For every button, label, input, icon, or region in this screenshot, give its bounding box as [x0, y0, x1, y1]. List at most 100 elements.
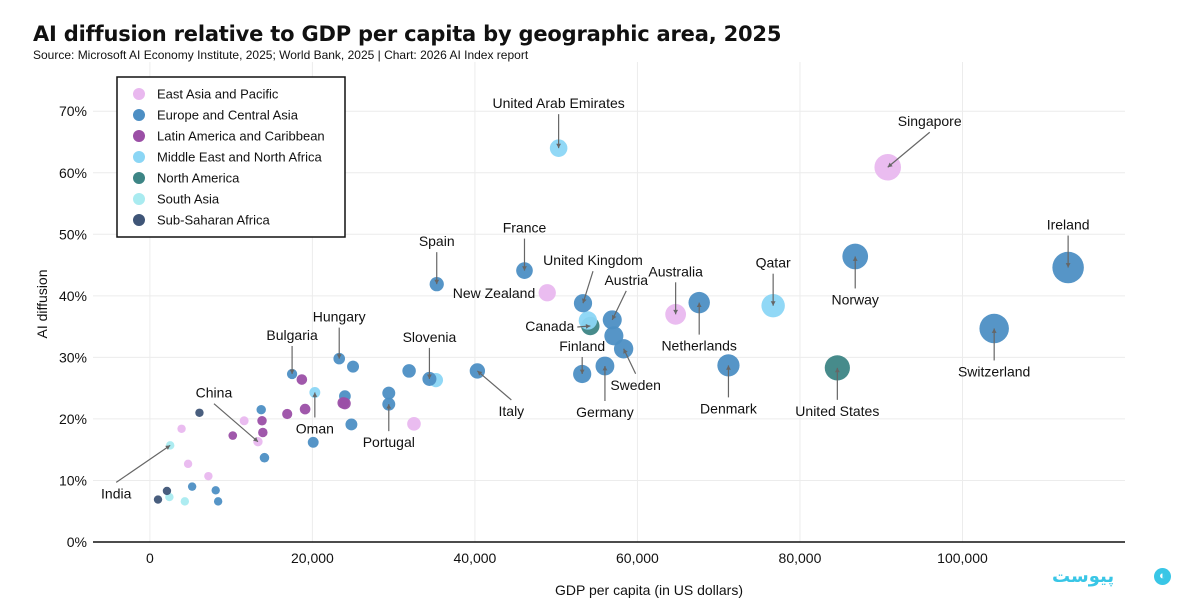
- x-tick-label: 0: [146, 550, 154, 566]
- annotation-arrowhead: [770, 301, 776, 306]
- annotation-arrowhead: [386, 404, 392, 409]
- annotation-arrowhead: [579, 369, 585, 374]
- annotation-leader-line: [623, 348, 637, 375]
- annotation-label: Qatar: [756, 255, 791, 271]
- data-point: [239, 416, 249, 426]
- annotation-label: Switzerland: [958, 363, 1030, 379]
- data-point: [257, 416, 267, 426]
- annotation-label: Italy: [499, 403, 525, 419]
- annotation-leader-line: [476, 370, 512, 401]
- y-tick-label: 20%: [59, 411, 87, 427]
- y-tick-label: 50%: [59, 226, 87, 242]
- annotation-label: Singapore: [898, 113, 962, 129]
- legend-label: Europe and Central Asia: [157, 108, 299, 123]
- data-point: [213, 497, 223, 506]
- legend-label: Sub-Saharan Africa: [157, 213, 271, 228]
- annotation-label: Slovenia: [403, 329, 457, 345]
- legend-swatch: [133, 214, 145, 226]
- data-point: [211, 486, 220, 495]
- watermark-logo: پیوست: [1052, 566, 1115, 587]
- annotation-label: China: [196, 385, 233, 401]
- annotation-arrowhead: [312, 392, 318, 397]
- legend-label: South Asia: [157, 192, 220, 207]
- data-point: [180, 497, 190, 506]
- data-point: [578, 311, 598, 330]
- data-point: [347, 360, 360, 373]
- watermark-icon: ◐: [1154, 568, 1171, 585]
- data-point: [195, 408, 204, 417]
- legend-label: North America: [157, 171, 240, 186]
- y-tick-label: 10%: [59, 472, 87, 488]
- legend-label: Latin America and Caribbean: [157, 129, 325, 144]
- annotation-arrowhead: [696, 302, 702, 308]
- data-point: [538, 284, 556, 302]
- annotation-leader-line: [887, 131, 931, 168]
- annotation-arrowhead: [887, 162, 893, 168]
- annotation-label: Austria: [604, 272, 648, 288]
- data-point: [688, 291, 710, 314]
- annotation-arrowhead: [253, 437, 258, 442]
- legend-swatch: [133, 193, 145, 205]
- annotation-arrowhead: [585, 323, 591, 329]
- annotation-arrowhead: [726, 365, 731, 370]
- annotation-leader-line: [213, 403, 259, 443]
- data-point: [187, 482, 197, 491]
- annotation-arrowhead: [1065, 263, 1071, 268]
- data-point: [256, 404, 266, 415]
- data-point: [228, 431, 238, 440]
- annotation-arrowhead: [991, 328, 997, 333]
- x-tick-label: 40,000: [454, 550, 497, 566]
- annotation-arrowhead: [522, 266, 527, 271]
- annotation-label: Canada: [525, 318, 574, 334]
- data-point: [162, 486, 172, 496]
- legend-label: Middle East and North Africa: [157, 150, 323, 165]
- data-point: [183, 459, 193, 469]
- data-point: [177, 424, 186, 433]
- annotation-leader-line: [582, 271, 594, 304]
- legend-swatch: [133, 151, 145, 163]
- y-tick-label: 40%: [59, 288, 87, 304]
- annotation-label: Norway: [831, 291, 878, 307]
- data-point: [333, 352, 346, 365]
- annotation-label: United Arab Emirates: [492, 95, 624, 111]
- data-point: [299, 403, 311, 415]
- data-point: [307, 436, 319, 448]
- data-point: [204, 471, 213, 481]
- annotation-label: Ireland: [1047, 217, 1090, 233]
- annotation-arrowhead: [834, 367, 840, 373]
- annotation-arrowhead: [852, 256, 858, 261]
- x-tick-label: 20,000: [291, 550, 334, 566]
- data-point: [402, 364, 416, 378]
- legend-swatch: [133, 172, 145, 184]
- annotation-label: New Zealand: [453, 285, 536, 301]
- chart-subtitle: Source: Microsoft AI Economy Institute, …: [33, 48, 529, 62]
- annotation-arrowhead: [623, 348, 628, 354]
- data-point: [382, 386, 396, 400]
- legend-box: [116, 76, 346, 238]
- annotation-label: Spain: [419, 233, 455, 249]
- annotation-arrowhead: [165, 445, 171, 450]
- annotation-label: India: [101, 485, 132, 501]
- annotation-arrowhead: [673, 309, 679, 315]
- annotation-leader-line: [611, 290, 627, 321]
- data-point: [282, 408, 293, 420]
- annotation-label: Germany: [576, 404, 634, 420]
- annotation-arrowhead: [336, 354, 342, 359]
- annotation-label: Sweden: [610, 377, 661, 393]
- data-point: [604, 326, 624, 346]
- data-point: [382, 397, 396, 411]
- x-tick-label: 80,000: [779, 550, 822, 566]
- data-point: [337, 397, 350, 409]
- legend-swatch: [133, 109, 145, 121]
- annotation-label: United States: [795, 403, 879, 419]
- annotation-label: Netherlands: [661, 338, 737, 354]
- data-point: [258, 427, 268, 438]
- y-tick-label: 60%: [59, 165, 87, 181]
- annotation-arrowhead: [556, 143, 562, 149]
- annotation-label: Finland: [559, 338, 605, 354]
- annotation-label: Bulgaria: [266, 327, 318, 343]
- y-tick-label: 30%: [59, 349, 87, 365]
- data-point: [345, 418, 358, 431]
- y-tick-label: 0%: [67, 534, 87, 550]
